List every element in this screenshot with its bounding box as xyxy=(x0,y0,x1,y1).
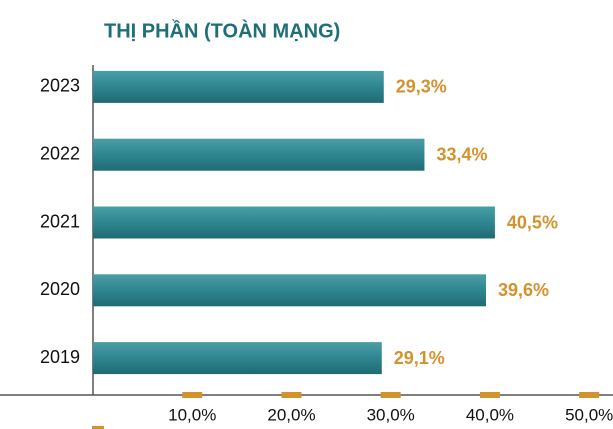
chart-title: THỊ PHẦN (TOÀN MẠNG) xyxy=(104,19,340,42)
y-tick-label: 2019 xyxy=(40,347,80,367)
x-tick-mark xyxy=(281,392,302,398)
y-tick-label: 2022 xyxy=(40,143,80,163)
x-tick-mark xyxy=(380,392,401,398)
y-tick-label: 2020 xyxy=(40,279,80,299)
x-tick-label: 20,0% xyxy=(267,405,315,424)
bar xyxy=(93,70,384,103)
x-tick-label: 40,0% xyxy=(466,405,514,424)
x-tick-mark xyxy=(579,392,600,398)
bar xyxy=(93,342,382,375)
bar xyxy=(93,138,425,171)
y-tick-label: 2021 xyxy=(40,211,80,231)
value-label: 40,5% xyxy=(507,212,558,232)
value-label: 29,3% xyxy=(396,77,447,97)
bar xyxy=(93,274,486,307)
value-label: 29,1% xyxy=(394,348,445,368)
bar xyxy=(93,206,495,239)
x-tick-label: 10,0% xyxy=(168,405,216,424)
x-tick-label: 30,0% xyxy=(367,405,415,424)
x-tick-label: 50,0% xyxy=(565,405,613,424)
value-label: 39,6% xyxy=(498,280,549,300)
x-tick-mark xyxy=(479,392,500,398)
x-tick-mark xyxy=(182,392,203,398)
decoration xyxy=(92,426,104,429)
y-tick-label: 2023 xyxy=(40,76,80,96)
value-label: 33,4% xyxy=(436,144,487,164)
